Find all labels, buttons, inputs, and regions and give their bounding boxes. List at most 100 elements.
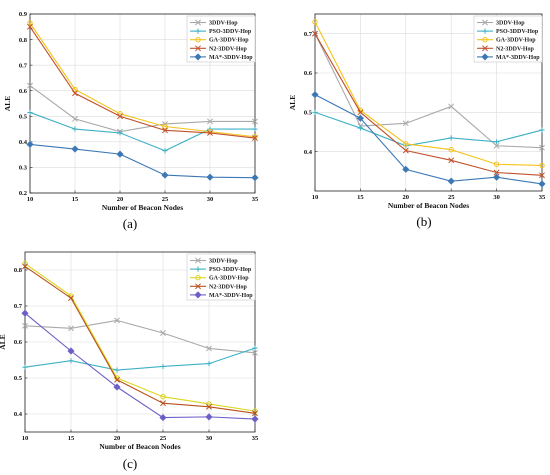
data-point <box>206 345 212 352</box>
y-axis-label: ALE <box>3 96 12 111</box>
x-tick-label: 10 <box>22 435 29 442</box>
data-point <box>162 123 168 130</box>
data-point <box>357 125 363 131</box>
legend-label: 3DDV-Hop <box>209 21 238 27</box>
y-tick-label: 0.6 <box>19 88 28 95</box>
data-point <box>252 345 258 351</box>
data-point <box>356 114 364 122</box>
y-tick-label: 0.8 <box>19 37 28 44</box>
x-tick-label: 20 <box>117 196 124 203</box>
data-point <box>207 128 213 135</box>
y-tick-label: 0.6 <box>304 70 313 77</box>
data-point <box>252 126 258 132</box>
data-point <box>162 127 168 134</box>
x-tick-label: 10 <box>312 194 319 201</box>
series-line <box>29 143 256 179</box>
series-3DDV-Hop <box>22 317 258 356</box>
legend-label: N2-3DDV-Hop <box>209 46 248 52</box>
legend-label: MA*-3DDV-Hop <box>209 293 253 299</box>
y-tick-label: 0.5 <box>304 110 313 117</box>
data-point <box>117 130 123 136</box>
legend-label: 3DDV-Hop <box>209 259 238 265</box>
y-axis-label: ALE <box>0 334 7 349</box>
x-tick-label: 35 <box>252 196 259 203</box>
data-point <box>252 118 258 125</box>
legend-label: GA-3DDV-Hop <box>209 276 249 282</box>
data-point <box>22 364 28 370</box>
data-point <box>207 129 213 136</box>
y-tick-label: 0.5 <box>14 375 23 382</box>
data-point <box>312 19 318 25</box>
data-point <box>22 322 28 329</box>
data-point <box>114 376 120 383</box>
data-point <box>493 173 501 181</box>
legend-marker <box>195 283 201 290</box>
series-line <box>29 22 256 138</box>
x-tick-label: 25 <box>448 194 455 201</box>
data-point <box>539 162 545 169</box>
series-PSO-3DDV-Hop <box>22 345 258 373</box>
legend-label: MA*-3DDV-Hop <box>209 55 253 61</box>
series-line <box>314 111 543 147</box>
data-point <box>68 325 74 332</box>
data-point <box>71 145 79 153</box>
data-point <box>27 109 33 116</box>
data-point <box>252 349 258 356</box>
data-point <box>205 413 213 421</box>
series-PSO-3DDV-Hop <box>27 109 258 154</box>
y-tick-label: 0.6 <box>14 339 23 346</box>
data-point <box>538 180 546 188</box>
data-point <box>113 383 121 391</box>
series-line <box>314 33 543 176</box>
legend: 3DDV-Hop PSO-3DDV-Hop GA-3DDV-Hop N2-3DDV-H… <box>186 15 256 63</box>
data-point <box>72 115 78 122</box>
series-line <box>24 319 256 354</box>
data-point <box>539 127 545 133</box>
data-point <box>493 161 500 167</box>
y-tick-label: 0.7 <box>14 303 23 310</box>
data-point <box>22 263 28 270</box>
data-point <box>311 91 319 99</box>
legend-label: GA-3DDV-Hop <box>209 38 249 44</box>
series-line <box>24 347 256 371</box>
series-line <box>24 312 256 420</box>
data-point <box>27 23 33 30</box>
series-N2-3DDV-Hop <box>27 23 258 141</box>
data-point <box>251 174 259 182</box>
data-point <box>539 172 545 179</box>
x-tick-label: 15 <box>68 435 75 442</box>
data-point <box>72 126 78 132</box>
legend-marker <box>195 28 201 34</box>
data-point <box>159 414 167 422</box>
panel-caption: (b) <box>416 214 431 229</box>
legend-marker <box>194 53 202 61</box>
series-MA*-3DDV-Hop <box>26 140 259 182</box>
legend-marker <box>482 28 488 34</box>
series-line <box>314 94 543 185</box>
data-point <box>357 109 364 116</box>
legend-label: N2-3DDV-Hop <box>496 46 535 52</box>
data-point <box>160 330 166 336</box>
series-line <box>314 33 543 149</box>
series-line <box>29 85 255 133</box>
series-line <box>29 26 256 139</box>
data-point <box>447 177 455 185</box>
series-line <box>24 265 256 414</box>
legend-marker <box>194 291 202 299</box>
x-axis-label: Number of Beacon Nodes <box>388 201 469 210</box>
data-point <box>160 363 166 370</box>
x-tick-label: 25 <box>160 435 167 442</box>
data-point <box>68 358 74 364</box>
data-point <box>493 142 500 149</box>
series-MA*-3DDV-Hop <box>311 91 546 188</box>
data-point <box>206 403 212 410</box>
x-tick-label: 35 <box>252 435 259 442</box>
data-point <box>494 139 500 145</box>
x-tick-label: 35 <box>539 194 546 201</box>
data-point <box>206 361 212 367</box>
legend-marker <box>195 275 201 281</box>
x-axis-label: Number of Beacon Nodes <box>99 442 180 451</box>
legend-marker <box>482 37 488 43</box>
chart-panel-1: 10 15 20 25 30 35 0.2 0.3 0.4 0.5 0.6 0.7 0.8 0.9 Numb… <box>3 11 259 231</box>
